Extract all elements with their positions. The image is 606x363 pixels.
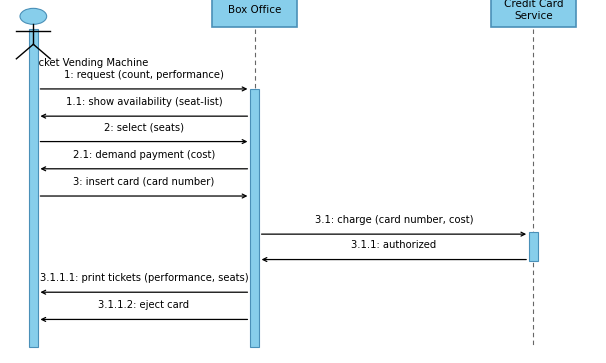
Text: Ticket Vending Machine: Ticket Vending Machine xyxy=(30,58,148,68)
Text: 3.1.1: authorized: 3.1.1: authorized xyxy=(351,240,436,250)
Text: 3: insert card (card number): 3: insert card (card number) xyxy=(73,177,215,187)
Text: 2: select (seats): 2: select (seats) xyxy=(104,122,184,132)
Text: 3.1.1.1: print tickets (performance, seats): 3.1.1.1: print tickets (performance, sea… xyxy=(39,273,248,283)
Circle shape xyxy=(20,8,47,24)
Text: 1: request (count, performance): 1: request (count, performance) xyxy=(64,70,224,80)
Text: Box Office: Box Office xyxy=(228,5,281,15)
Text: 1.1: show availability (seat-list): 1.1: show availability (seat-list) xyxy=(65,97,222,107)
Text: 2.1: demand payment (cost): 2.1: demand payment (cost) xyxy=(73,150,215,160)
Text: 3.1: charge (card number, cost): 3.1: charge (card number, cost) xyxy=(315,215,473,225)
Text: 3.1.1.2: eject card: 3.1.1.2: eject card xyxy=(98,300,190,310)
Text: Credit Card
Service: Credit Card Service xyxy=(504,0,563,21)
Bar xyxy=(529,232,538,261)
Bar xyxy=(491,0,576,27)
Bar xyxy=(212,0,297,27)
Bar xyxy=(29,29,38,347)
Bar xyxy=(250,89,259,347)
